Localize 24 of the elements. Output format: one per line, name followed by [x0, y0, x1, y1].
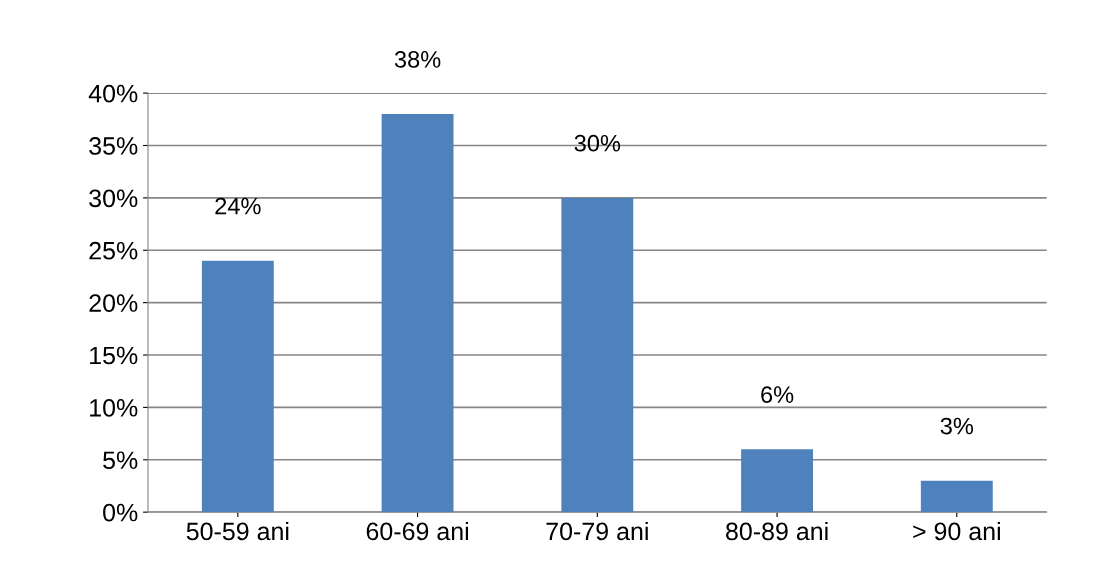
data-label: 38%: [394, 51, 441, 68]
y-tick-label: 35%: [89, 137, 138, 155]
data-label: 24%: [215, 197, 261, 215]
data-label: 3%: [940, 417, 974, 435]
bar: [561, 197, 634, 513]
y-tick-label: 0%: [103, 503, 138, 522]
data-label: 6%: [761, 386, 794, 403]
x-tick-label: 50-59 ani: [186, 521, 289, 541]
x-tick-label: 60-69 ani: [366, 521, 469, 541]
x-tick-label: > 90 ani: [913, 521, 1000, 541]
bar: [741, 449, 814, 513]
y-tick-label: 20%: [89, 294, 138, 312]
y-tick-label: 10%: [90, 399, 138, 417]
y-tick-label: 15%: [90, 346, 138, 365]
bar: [381, 114, 454, 513]
bar: [920, 480, 993, 513]
data-label: 30%: [574, 134, 621, 152]
y-tick-label: 30%: [89, 189, 138, 208]
y-tick-label: 40%: [88, 84, 138, 103]
bar: [201, 260, 274, 513]
y-tick-label: 25%: [89, 241, 138, 260]
x-tick-label: 80-89 ani: [726, 521, 828, 541]
x-tick-label: 70-79 ani: [546, 521, 648, 541]
y-tick-label: 5%: [103, 451, 138, 470]
